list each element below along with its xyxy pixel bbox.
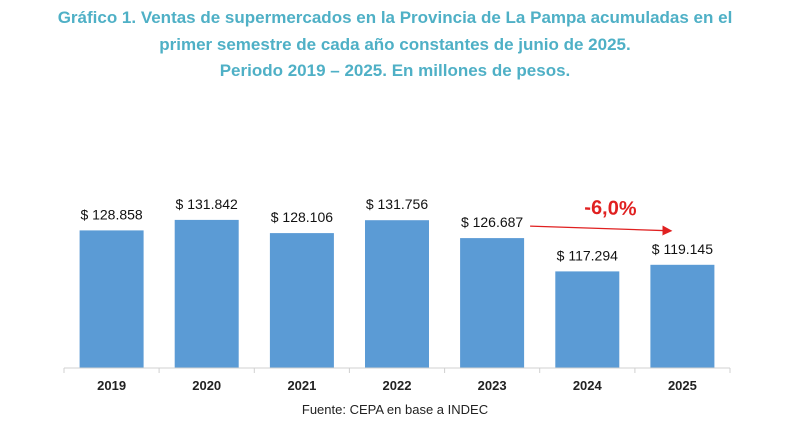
value-label-2019: $ 128.858 — [80, 206, 142, 222]
value-label-2024: $ 117.294 — [557, 247, 618, 263]
bar-2023 — [460, 238, 525, 368]
x-tick-label-2021: 2021 — [287, 378, 316, 393]
chart-title-line-2: primer semestre de cada año constantes d… — [159, 35, 631, 54]
value-label-2025: $ 119.145 — [652, 241, 713, 257]
change-label: -6,0% — [584, 197, 637, 221]
chart-title-line-3: Periodo 2019 – 2025. En millones de peso… — [219, 61, 571, 80]
x-axis-ticks-group: 2019 2020 2021 2022 2023 2024 2025 — [63, 368, 731, 393]
chart-title-line-1: Gráfico 1. Ventas de supermercados en la… — [57, 8, 733, 27]
value-label-2020: $ 131.842 — [176, 196, 238, 212]
source-note: Fuente: CEPA en base a INDEC — [301, 402, 489, 417]
bar-2025 — [650, 264, 715, 368]
value-labels-group: $ 128.858 $ 131.842 $ 128.106 $ 131.756 $ 12… — [80, 196, 713, 264]
x-tick-label-2022: 2022 — [383, 378, 412, 393]
bar-2024 — [555, 271, 620, 368]
bar-2022 — [365, 220, 429, 368]
change-arrow — [530, 225, 673, 236]
x-tick-label-2025: 2025 — [668, 378, 697, 393]
value-label-2023: $ 126.687 — [461, 214, 523, 230]
value-label-2022: $ 131.756 — [366, 196, 428, 212]
x-tick-label-2020: 2020 — [192, 378, 221, 393]
x-tick-label-2024: 2024 — [573, 378, 603, 393]
bar-2021 — [269, 233, 334, 368]
x-tick-label-2019: 2019 — [97, 378, 126, 393]
bar-2019 — [79, 230, 144, 368]
x-tick-label-2023: 2023 — [478, 378, 507, 393]
value-label-2021: $ 128.106 — [271, 209, 333, 225]
bars-group — [79, 219, 715, 368]
bar-2020 — [174, 219, 239, 368]
